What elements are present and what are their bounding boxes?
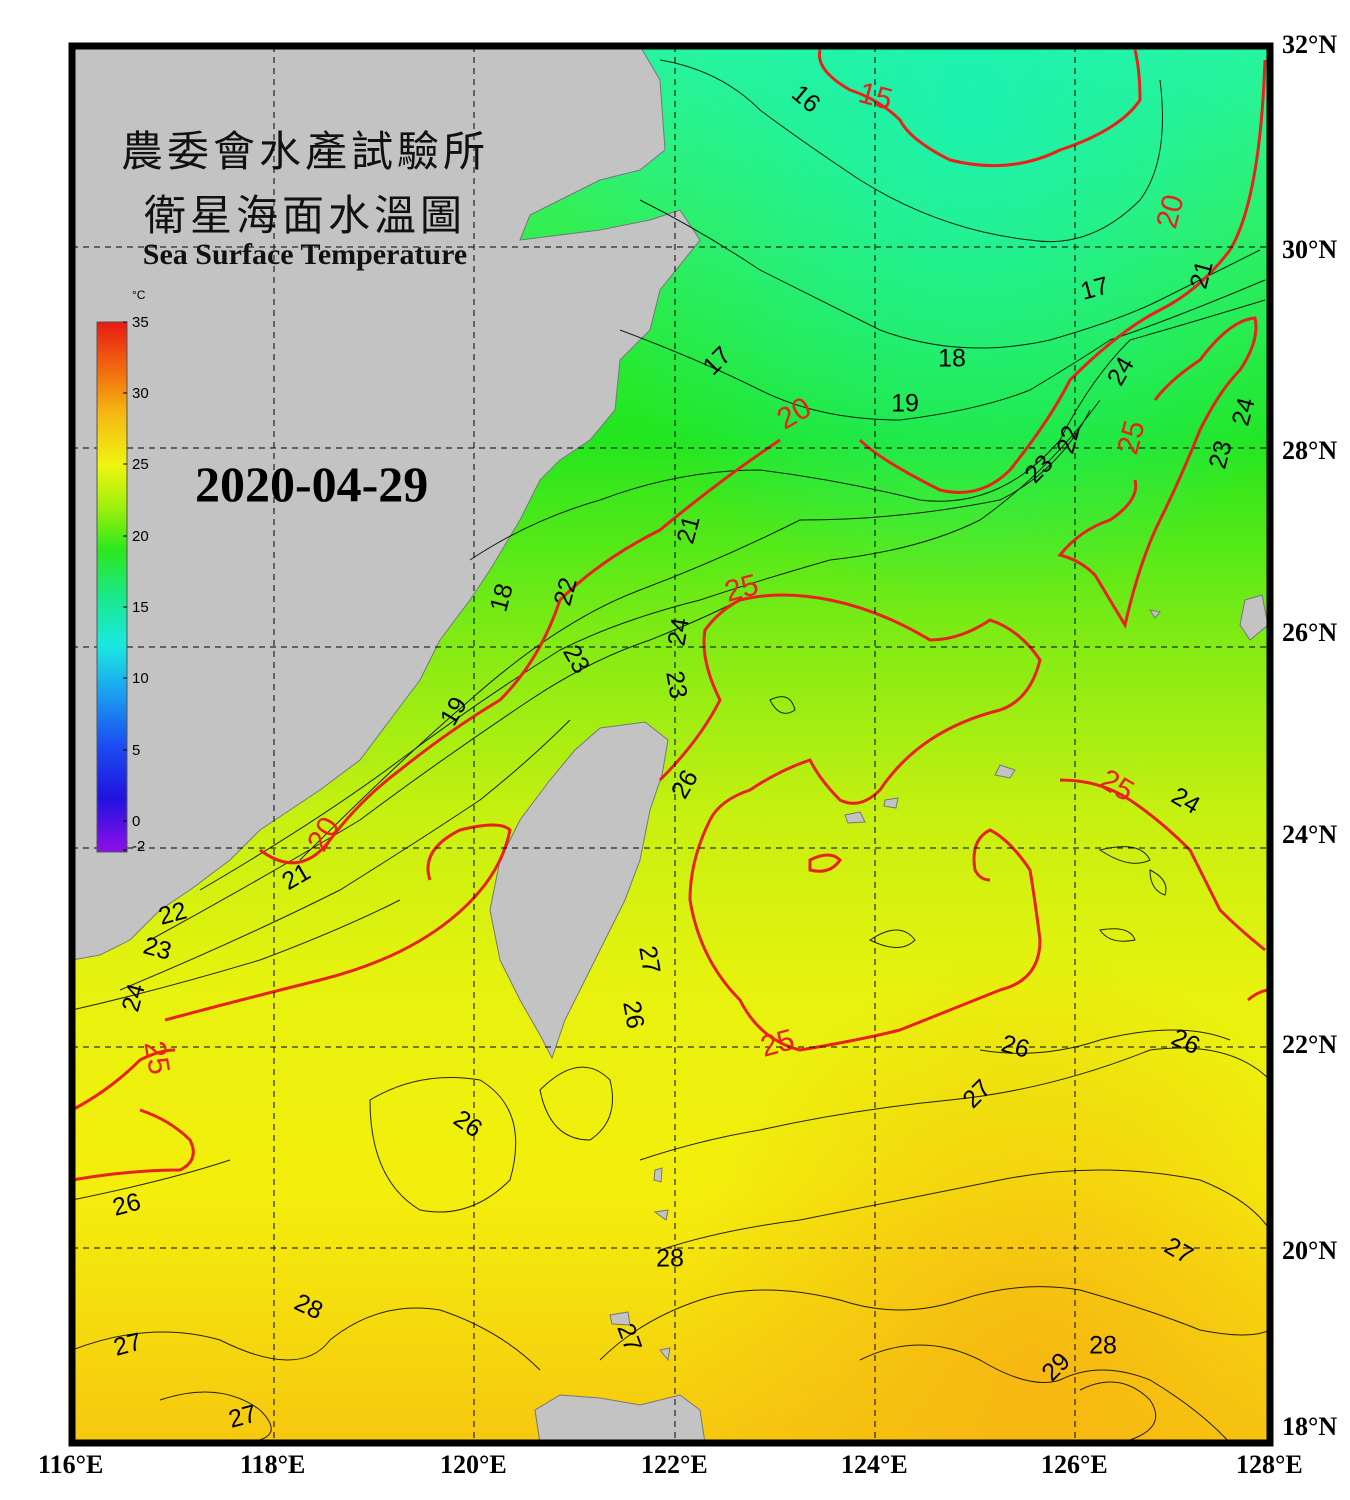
taiwan-island xyxy=(489,721,669,1060)
map-date: 2020-04-29 xyxy=(195,456,429,512)
lon-label: 118°E xyxy=(240,1450,306,1479)
isotherm-label: 26 xyxy=(617,999,649,1031)
isotherm-label: 19 xyxy=(891,390,919,418)
mainland-china xyxy=(72,46,701,961)
isotherm-label: 28 xyxy=(656,1245,684,1273)
major-isotherm-label: 25 xyxy=(137,1038,175,1077)
graticule xyxy=(72,46,1270,1443)
colorbar-tick-label: -2 xyxy=(132,838,146,855)
isotherm-label: 18 xyxy=(938,345,966,373)
lon-label: 128°E xyxy=(1236,1450,1303,1479)
colorbar-tick-label: 0 xyxy=(132,813,141,830)
isotherm-label: 23 xyxy=(660,669,692,701)
isotherm-label: 27 xyxy=(633,944,665,976)
colorbar-tick-label: 35 xyxy=(132,314,149,331)
lon-label: 124°E xyxy=(841,1450,908,1479)
lon-label: 126°E xyxy=(1041,1450,1108,1479)
major-isotherms xyxy=(72,49,1270,1182)
colorbar-tick-label: 10 xyxy=(132,670,149,687)
lat-label: 30°N xyxy=(1282,235,1338,264)
colorbar-unit: °C xyxy=(132,288,146,302)
map-frame xyxy=(68,42,1274,1447)
lon-label: 122°E xyxy=(641,1450,708,1479)
isotherm-label: 24 xyxy=(662,616,694,648)
lat-label: 24°N xyxy=(1282,820,1338,849)
colorbar-tick-label: 25 xyxy=(132,456,149,473)
lat-label: 32°N xyxy=(1282,30,1338,59)
lon-label: 116°E xyxy=(38,1450,104,1479)
lat-label: 28°N xyxy=(1282,436,1338,465)
lat-label: 26°N xyxy=(1282,618,1338,647)
title-line1: 農委會水產試驗所 xyxy=(120,127,489,176)
colorbar-tick-label: 30 xyxy=(132,385,149,402)
colorbar xyxy=(96,321,128,853)
colorbar-ticks xyxy=(123,321,127,851)
colorbar-tick-label: 5 xyxy=(132,742,141,759)
title-english: Sea Surface Temperature xyxy=(142,238,468,271)
philippine-islets xyxy=(609,1167,671,1362)
lat-label: 20°N xyxy=(1282,1236,1338,1265)
isotherm-label: 28 xyxy=(1089,1332,1117,1360)
colorbar-tick-label: 15 xyxy=(132,599,149,616)
colorbar-tick-label: 20 xyxy=(132,528,149,545)
title-line2: 衛星海面水溫圖 xyxy=(143,191,466,240)
lon-label: 120°E xyxy=(440,1450,507,1479)
isotherm-lines xyxy=(72,59,1270,1443)
lat-label: 18°N xyxy=(1282,1412,1338,1441)
ryukyu-islands xyxy=(844,594,1269,824)
lat-label: 22°N xyxy=(1282,1030,1338,1059)
luzon-island xyxy=(534,1394,706,1443)
